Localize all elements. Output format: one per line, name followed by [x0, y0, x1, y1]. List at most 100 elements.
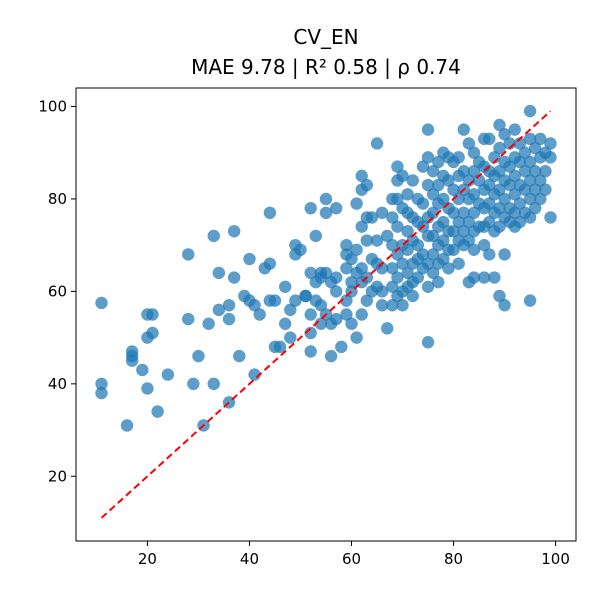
identity-reference-line: [100, 110, 552, 519]
y-tick-label: 60: [48, 282, 67, 300]
y-tick-label: 40: [48, 375, 67, 393]
scatter-point: [136, 363, 149, 377]
scatter-point: [360, 178, 374, 192]
scatter-point: [493, 183, 506, 196]
scatter-point: [523, 174, 537, 187]
scatter-point: [319, 192, 333, 206]
y-tick-label: 20: [48, 467, 67, 485]
scatter-point: [426, 165, 440, 178]
scatter-point: [483, 178, 496, 192]
scatter-point: [401, 243, 414, 256]
scatter-point: [284, 331, 297, 344]
scatter-point: [442, 174, 455, 187]
scatter-point: [477, 271, 491, 284]
scatter-point: [125, 354, 139, 367]
scatter-point: [340, 294, 353, 307]
scatter-point: [233, 349, 246, 363]
scatter-point: [483, 248, 496, 261]
scatter-point: [467, 146, 481, 159]
scatter-point: [462, 215, 476, 229]
scatter-point: [498, 128, 511, 141]
scatter-point: [518, 165, 532, 178]
scatter-point: [457, 165, 470, 178]
scatter-point: [365, 211, 379, 224]
scatter-point: [319, 206, 333, 220]
scatter-point: [534, 192, 547, 206]
scatter-point: [421, 178, 435, 192]
scatter-point: [457, 206, 470, 220]
scatter-point: [304, 308, 317, 321]
scatter-point: [391, 271, 404, 284]
scatter-point: [120, 419, 134, 432]
scatter-point: [467, 206, 481, 220]
scatter-point: [432, 178, 445, 192]
scatter-point: [324, 349, 338, 363]
scatter-point: [544, 211, 557, 224]
scatter-point: [426, 248, 440, 261]
scatter-point: [432, 155, 445, 169]
scatter-point: [528, 201, 542, 215]
scatter-point: [222, 299, 236, 312]
scatter-point: [452, 151, 465, 164]
scatter-point: [421, 336, 435, 349]
scatter-point: [146, 308, 159, 321]
scatter-point: [340, 238, 353, 252]
scatter-point: [253, 308, 266, 321]
scatter-point: [457, 225, 470, 238]
reference-line-layer: [100, 110, 552, 519]
scatter-point: [278, 280, 292, 293]
scatter-point: [330, 285, 343, 298]
scatter-point: [294, 243, 307, 256]
scatter-point: [493, 220, 506, 233]
scatter-point: [513, 215, 527, 229]
scatter-point: [447, 243, 460, 256]
scatter-point: [523, 132, 537, 146]
scatter-point: [401, 266, 414, 280]
scatter-point: [370, 137, 384, 150]
scatter-point: [141, 382, 154, 395]
scatter-point: [416, 197, 430, 210]
scatter-point: [95, 386, 108, 400]
scatter-point: [207, 377, 220, 391]
scatter-point: [95, 296, 108, 310]
scatter-point: [227, 271, 241, 284]
scatter-point: [350, 243, 363, 256]
scatter-point: [523, 294, 537, 307]
scatter-point: [528, 165, 542, 178]
scatter-point: [508, 169, 521, 183]
scatter-point: [381, 322, 394, 335]
scatter-point: [360, 294, 374, 307]
scatter-point: [437, 192, 450, 206]
x-tick-label: 100: [541, 550, 570, 568]
scatter-point: [539, 165, 552, 178]
scatter-point: [340, 262, 353, 275]
scatter-point: [284, 303, 297, 317]
scatter-point: [483, 197, 496, 210]
scatter-point: [187, 377, 200, 391]
scatter-point: [523, 192, 537, 206]
scatter-point: [498, 192, 511, 206]
scatter-point: [192, 349, 205, 363]
scatter-point: [442, 262, 455, 275]
scatter-point: [447, 206, 460, 220]
scatter-point: [544, 137, 557, 150]
scatter-point: [421, 280, 435, 293]
scatter-point: [355, 308, 368, 321]
scatter-point: [467, 243, 481, 256]
scatter-point: [243, 252, 256, 266]
scatter-point: [386, 238, 399, 252]
scatter-point: [391, 192, 404, 206]
scatter-point: [437, 234, 450, 247]
scatter-point: [513, 197, 527, 210]
scatter-point: [493, 201, 506, 215]
scatter-point: [355, 169, 368, 183]
scatter-point: [467, 165, 481, 178]
scatter-point: [345, 317, 358, 330]
x-tick-label: 20: [138, 550, 157, 568]
scatter-point: [493, 165, 506, 178]
scatter-point: [330, 201, 343, 215]
scatter-point: [304, 266, 317, 280]
scatter-point: [212, 266, 226, 280]
scatter-point: [309, 229, 322, 243]
scatter-point: [391, 248, 404, 261]
